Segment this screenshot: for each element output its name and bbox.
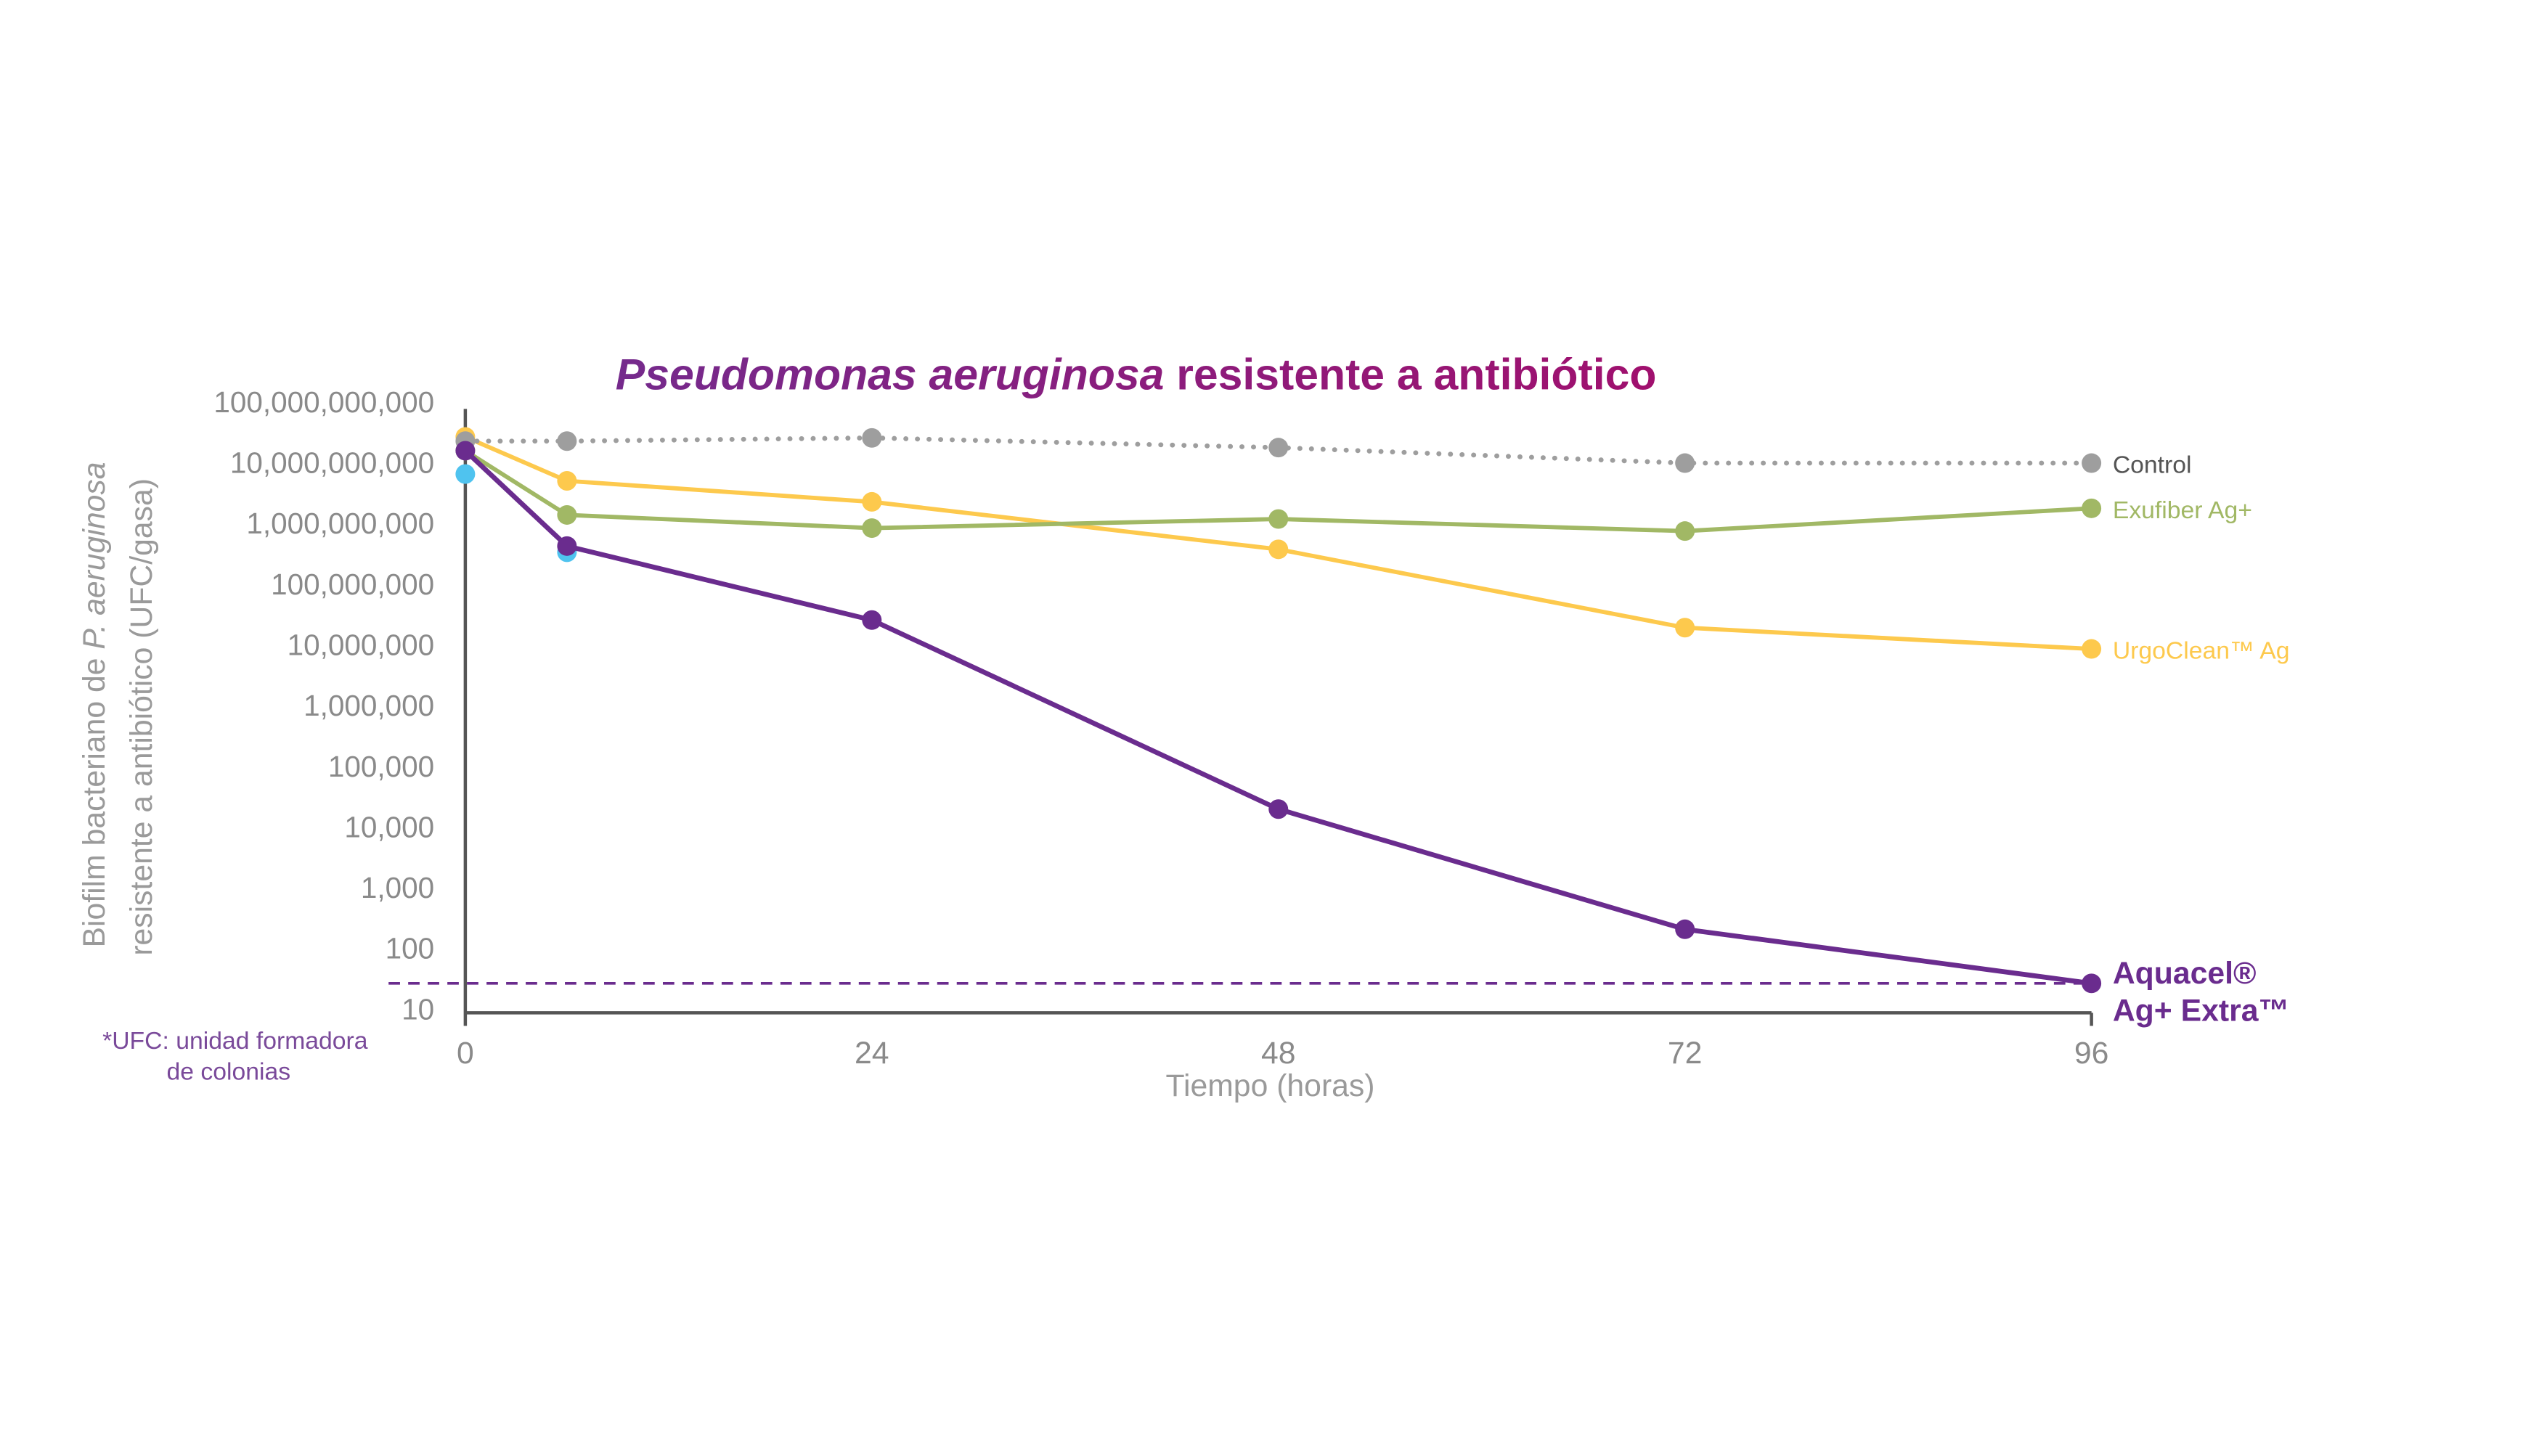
data-point xyxy=(862,610,882,630)
series-urgoclean-ag: UrgoClean™ Ag xyxy=(455,427,2290,665)
footnote-line1: *UFC: unidad formadora xyxy=(102,1027,368,1055)
data-point xyxy=(455,464,476,484)
series-label: Control xyxy=(2113,451,2192,479)
data-point xyxy=(862,518,882,539)
data-point xyxy=(2082,453,2102,473)
y-tick-label: 100,000 xyxy=(328,750,434,783)
data-point xyxy=(557,504,577,525)
x-tick-label: 0 xyxy=(457,1036,474,1071)
y-axis-label-pre: Biofilm bacteriano de xyxy=(77,650,112,948)
series-aquacel-: Aquacel®Ag+ Extra™ xyxy=(455,441,2289,1028)
y-tick-label: 100,000,000 xyxy=(271,568,434,601)
y-tick-label: 10,000 xyxy=(344,810,434,843)
data-point xyxy=(2082,498,2102,518)
y-tick-label: 1,000,000,000 xyxy=(246,507,434,540)
x-tick-label: 72 xyxy=(1668,1036,1703,1071)
x-tick-label: 96 xyxy=(2074,1036,2109,1071)
data-point xyxy=(2082,973,2102,994)
data-point xyxy=(1675,453,1695,473)
chart-title-rest: resistente a antibiótico xyxy=(1164,349,1656,398)
y-tick-label: 10 xyxy=(402,992,434,1026)
chart-title: Pseudomonas aeruginosa resistente a anti… xyxy=(616,349,1657,398)
data-point xyxy=(557,536,577,556)
data-point xyxy=(1268,539,1289,560)
data-point xyxy=(1268,799,1289,819)
chart-title-italic: Pseudomonas aeruginosa xyxy=(616,349,1165,398)
x-axis-label: Tiempo (horas) xyxy=(1165,1068,1374,1103)
data-point xyxy=(557,431,577,451)
y-axis-label-line1: Biofilm bacteriano de P. aeruginosa xyxy=(77,462,112,948)
y-tick-label: 100 xyxy=(386,932,435,965)
y-tick-label: 100,000,000,000 xyxy=(213,385,434,419)
data-point xyxy=(455,441,476,461)
data-point xyxy=(1268,438,1289,458)
data-point xyxy=(1268,509,1289,529)
series-line xyxy=(464,449,2092,533)
y-axis-label-italic: P. aeruginosa xyxy=(77,462,112,650)
series-control: Control xyxy=(455,428,2192,479)
data-point xyxy=(1675,919,1695,939)
data-point xyxy=(862,491,882,512)
y-tick-label: 10,000,000 xyxy=(288,628,435,661)
data-point xyxy=(557,471,577,491)
y-tick-label: 1,000,000 xyxy=(303,689,434,722)
y-tick-label: 10,000,000,000 xyxy=(230,446,434,480)
series-line xyxy=(462,435,2094,466)
data-point xyxy=(1675,618,1695,638)
data-point xyxy=(1675,521,1695,541)
footnote-line2: de colonias xyxy=(167,1058,291,1086)
series-label-line2: Ag+ Extra™ xyxy=(2113,994,2289,1028)
series-label: Exufiber Ag+ xyxy=(2113,496,2252,524)
data-point xyxy=(862,428,882,448)
series-label: Aquacel® xyxy=(2113,956,2257,991)
x-tick-label: 48 xyxy=(1261,1036,1296,1071)
series-label: UrgoClean™ Ag xyxy=(2113,637,2290,665)
series-line xyxy=(463,449,2092,986)
y-tick-label: 1,000 xyxy=(361,871,434,904)
x-tick-label: 24 xyxy=(855,1036,889,1071)
y-axis-label-line2: resistente a antibiótico (UFC/gasa) xyxy=(124,478,159,956)
data-point xyxy=(2082,639,2102,659)
